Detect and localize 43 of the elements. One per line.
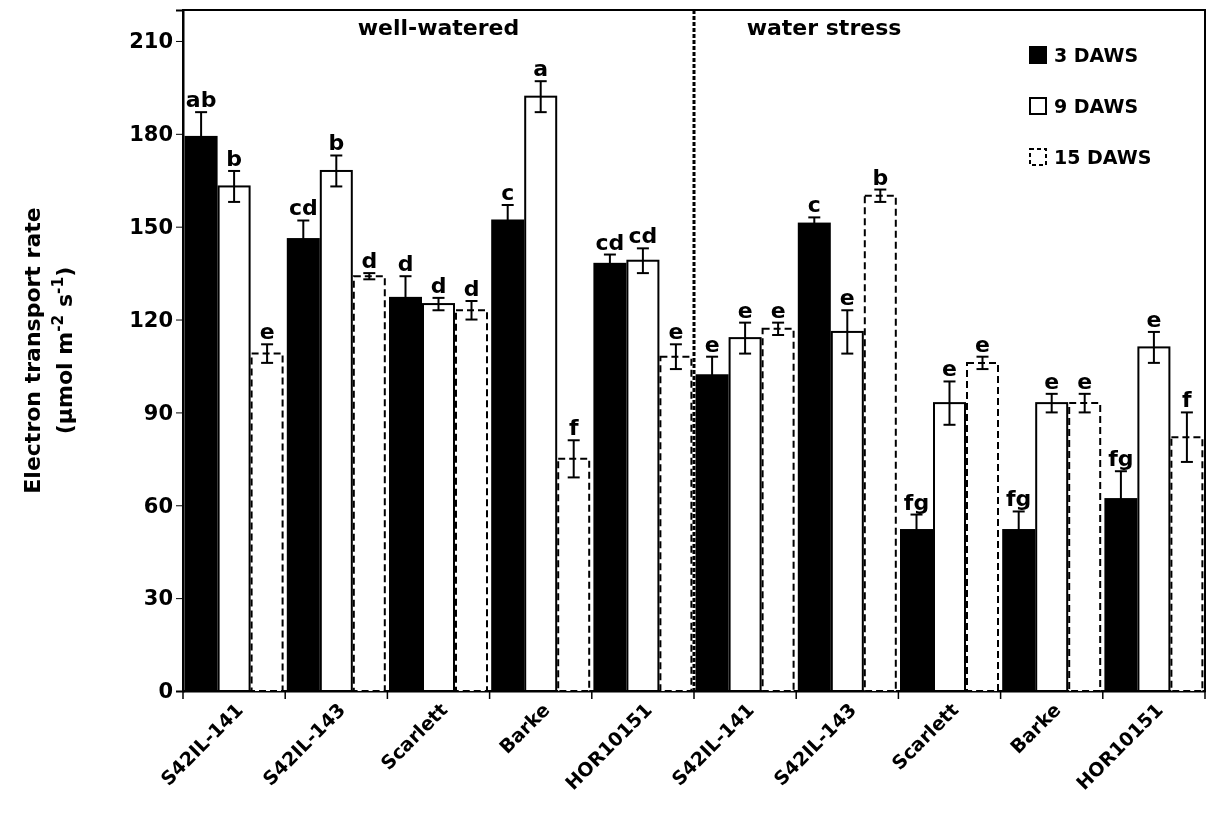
data-label: cd: [628, 223, 658, 249]
annotation: well-watered: [357, 15, 520, 40]
data-label: cd: [288, 195, 318, 221]
data-label: e: [975, 331, 990, 357]
legend-label: 3 DAWS: [1054, 44, 1139, 66]
data-label: e: [1044, 368, 1060, 394]
data-label: fg: [1108, 446, 1134, 472]
y-tick-label: 120: [129, 307, 173, 332]
y-tick-label: 90: [143, 400, 173, 425]
data-label: b: [328, 130, 345, 156]
data-label: b: [872, 164, 889, 190]
data-label: c: [807, 192, 821, 218]
data-label: d: [397, 251, 414, 277]
data-label: ab: [185, 87, 217, 113]
data-label: e: [770, 297, 786, 323]
data-label: f: [1182, 387, 1193, 413]
data-label: b: [226, 145, 242, 171]
data-label: e: [737, 297, 753, 323]
y-tick-label: 180: [129, 122, 173, 147]
data-label: d: [430, 272, 447, 298]
legend-label: 9 DAWS: [1054, 95, 1139, 117]
data-label: d: [361, 248, 378, 274]
y-tick-label: 60: [143, 493, 173, 518]
data-label: e: [1146, 306, 1162, 332]
data-label: c: [501, 180, 515, 206]
annotation: water stress: [746, 15, 902, 40]
data-label: a: [533, 56, 549, 82]
y-tick-label: 210: [129, 29, 173, 54]
y-tick-label: 0: [158, 679, 173, 704]
data-label: f: [568, 415, 579, 441]
y-tick-label: 30: [143, 586, 173, 611]
data-label: fg: [1006, 486, 1032, 512]
data-label: e: [704, 331, 720, 357]
data-label: cd: [595, 229, 625, 255]
data-label: e: [839, 285, 855, 311]
legend-label: 15 DAWS: [1054, 146, 1152, 168]
data-label: e: [1077, 368, 1093, 394]
data-label: fg: [903, 489, 930, 515]
data-label: d: [463, 275, 480, 301]
data-label: e: [942, 356, 957, 382]
y-tick-label: 150: [129, 214, 173, 239]
data-label: e: [259, 319, 275, 345]
data-label: e: [668, 319, 684, 345]
